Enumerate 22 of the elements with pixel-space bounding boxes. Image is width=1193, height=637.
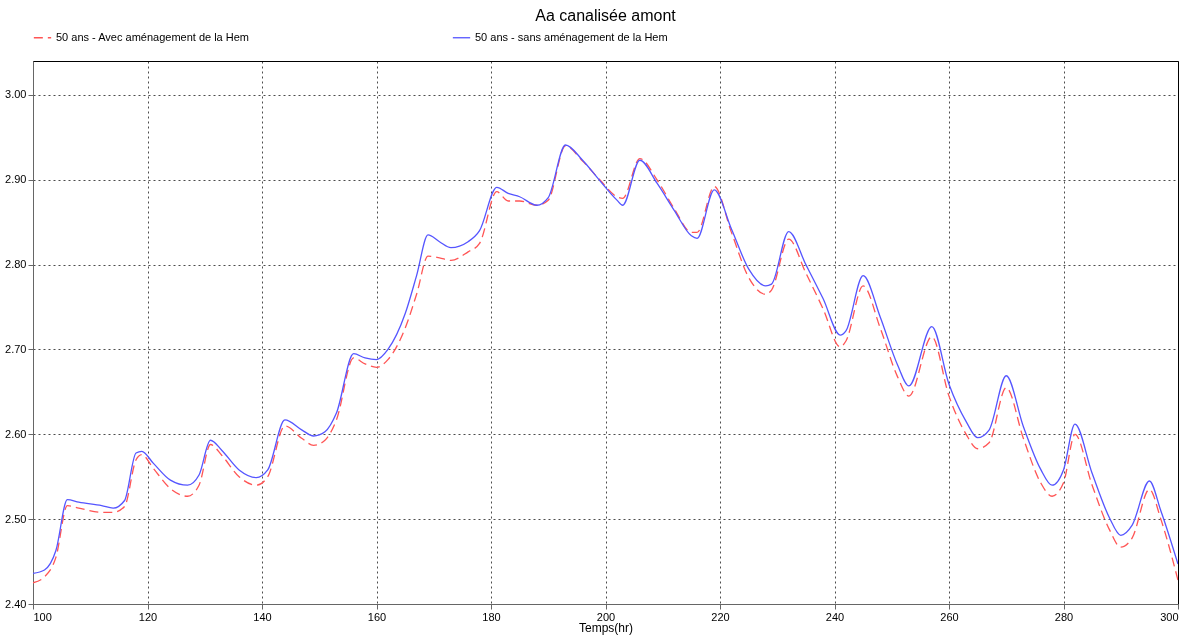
legend-label: 50 ans - sans aménagement de la Hem [475,30,668,43]
x-tick-label: 260 [940,610,959,623]
y-tick-label: 2.90 [5,173,27,186]
y-tick-label: 2.80 [5,258,27,271]
x-tick-label: 180 [482,610,501,623]
x-tick-label: 100 [33,610,52,623]
x-tick-label: 220 [711,610,730,623]
y-tick-label: 2.70 [5,342,27,355]
y-tick-label: 2.50 [5,512,27,525]
x-tick-label: 140 [253,610,272,623]
legend-label: 50 ans - Avec aménagement de la Hem [56,30,250,43]
x-tick-label: 280 [1054,610,1074,623]
x-tick-label: 160 [367,610,387,623]
x-tick-label: 300 [1160,610,1179,623]
x-axis-title: Temps(hr) [578,620,634,635]
y-tick-label: 2.60 [5,427,27,440]
y-tick-label: 2.40 [5,597,27,610]
x-tick-label: 200 [596,610,616,623]
y-tick-label: 3.00 [5,88,27,101]
x-tick-label: 120 [138,610,158,623]
chart-title: Aa canalisée amont [535,7,677,24]
x-tick-label: 240 [825,610,845,623]
